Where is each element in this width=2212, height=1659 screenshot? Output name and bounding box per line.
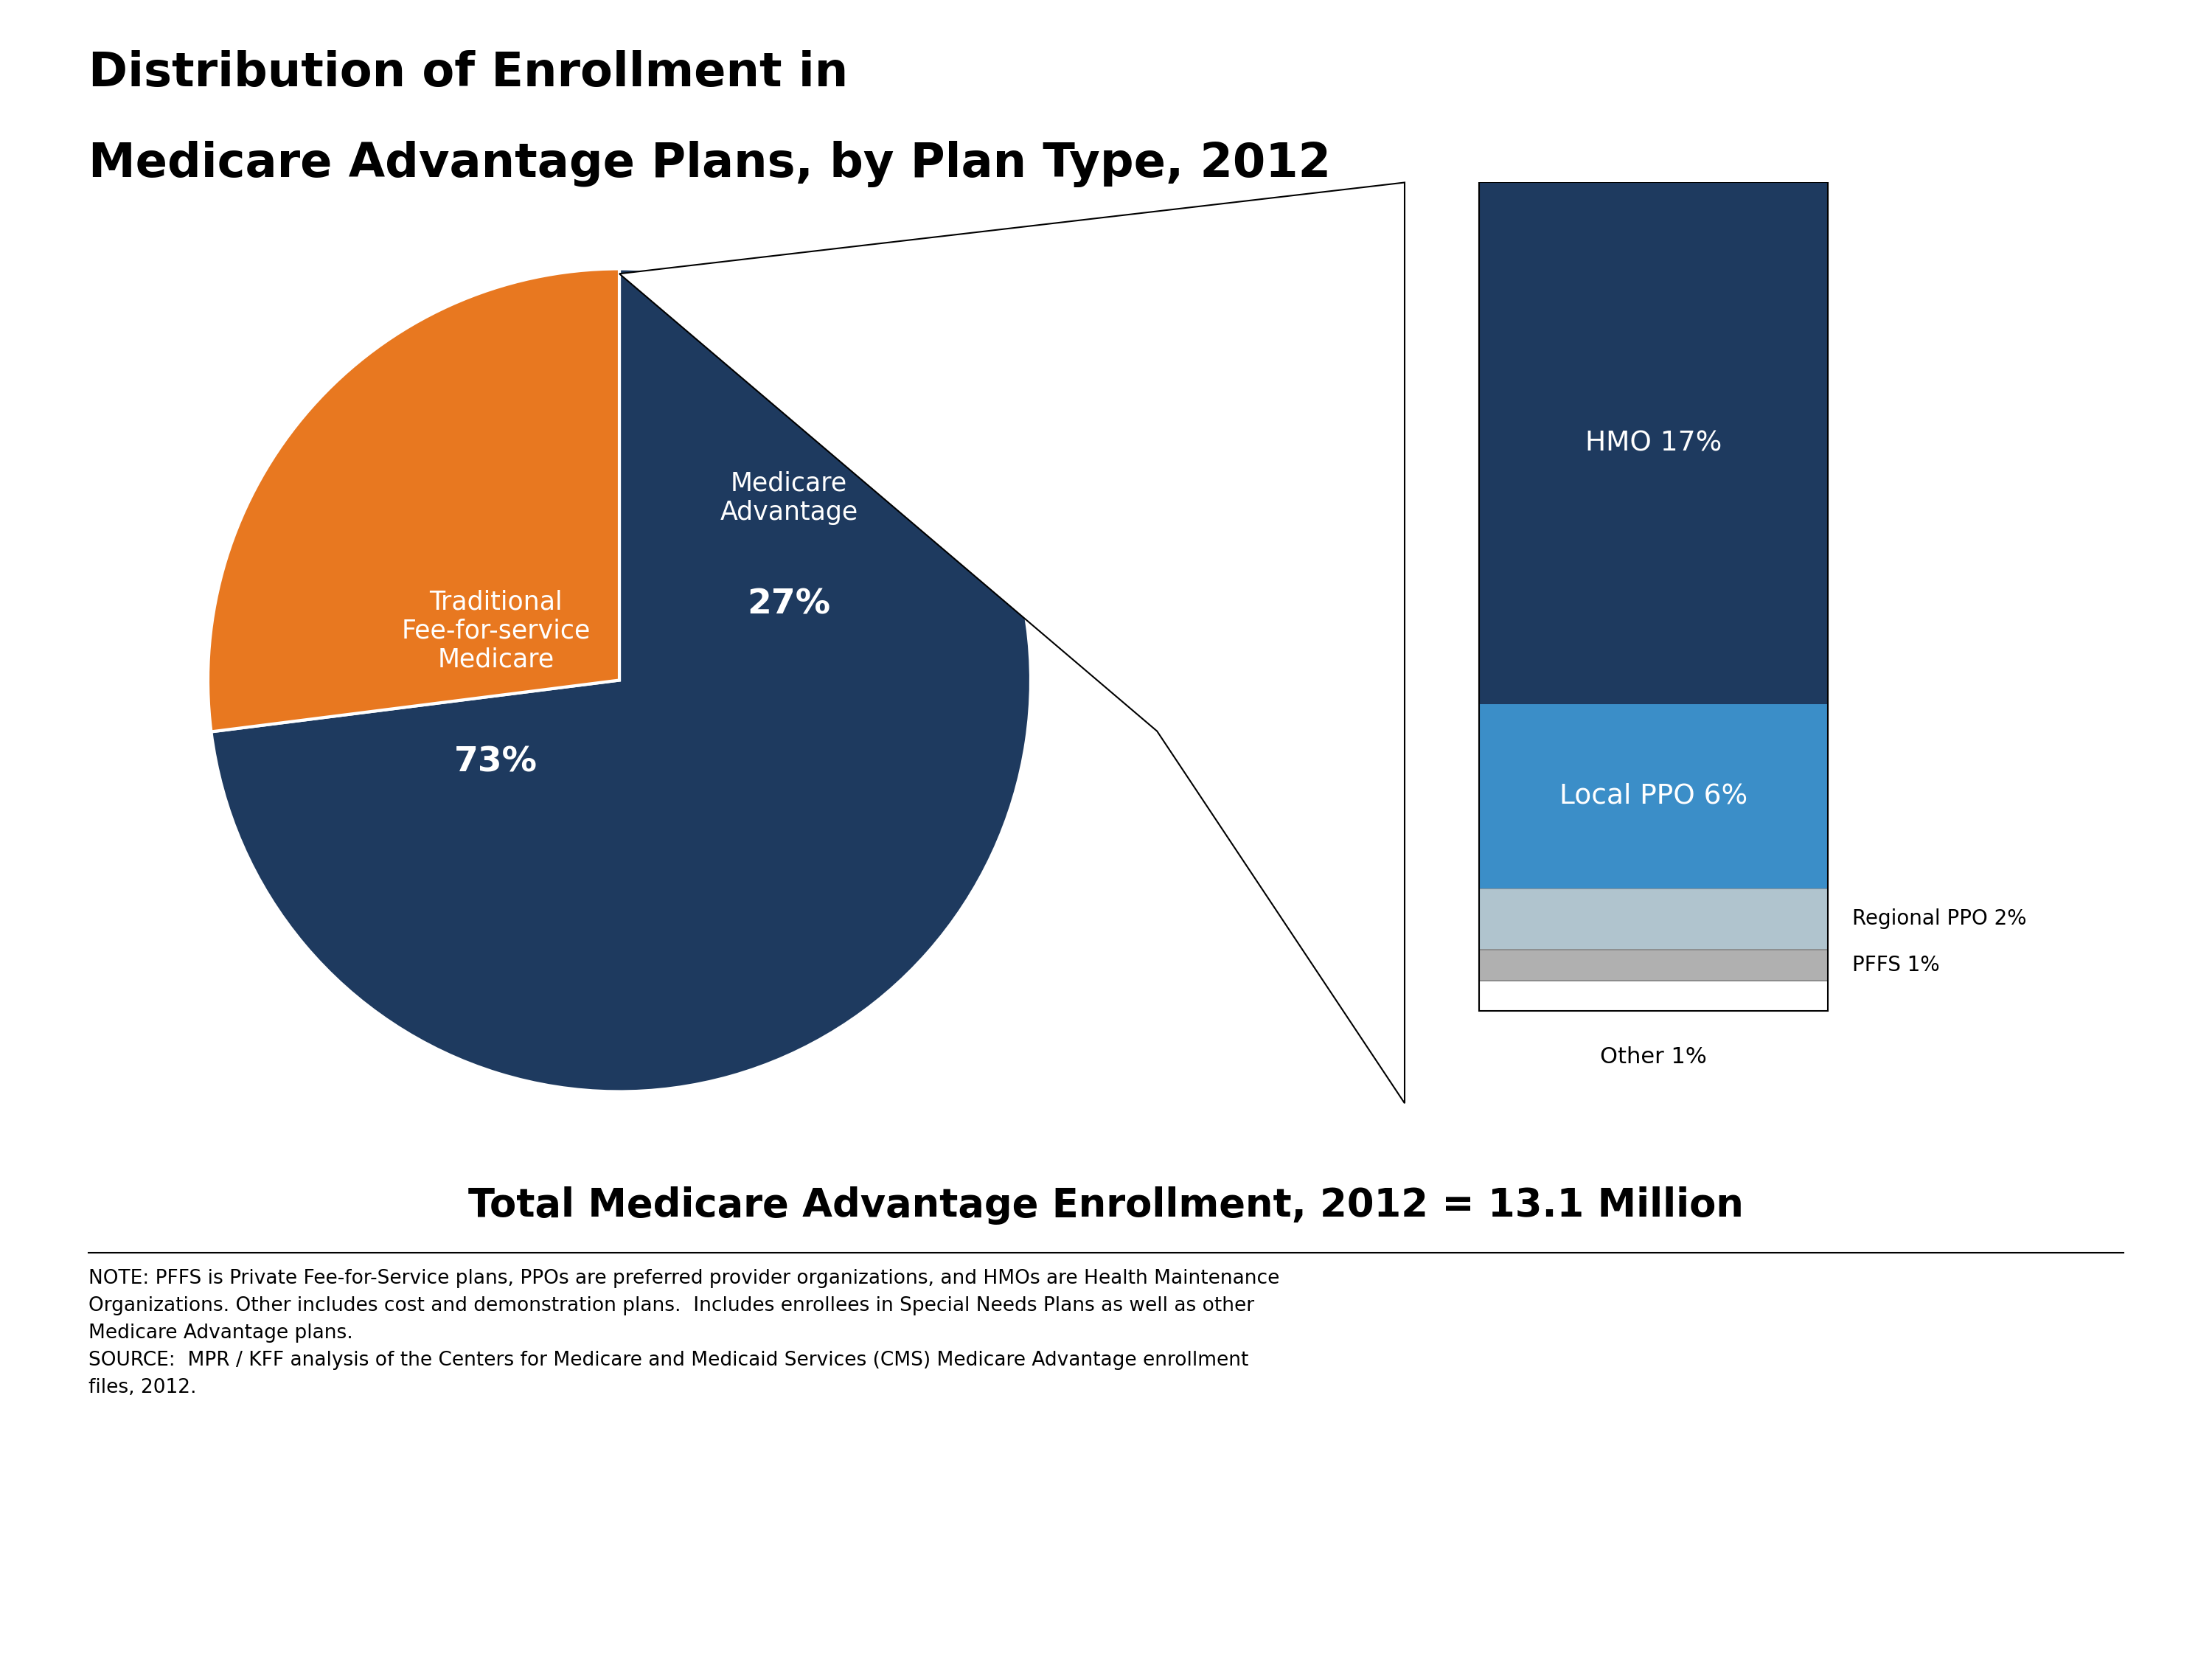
Bar bbox=[1480, 182, 1827, 1010]
Text: PFFS 1%: PFFS 1% bbox=[1854, 956, 1940, 975]
Text: NOTE: PFFS is Private Fee-for-Service plans, PPOs are preferred provider organiz: NOTE: PFFS is Private Fee-for-Service pl… bbox=[88, 1269, 1279, 1397]
Text: FAMILY: FAMILY bbox=[1997, 1523, 2073, 1543]
Text: 73%: 73% bbox=[453, 747, 538, 780]
Wedge shape bbox=[208, 269, 619, 732]
Text: HMO 17%: HMO 17% bbox=[1586, 430, 1721, 456]
Text: Distribution of Enrollment in: Distribution of Enrollment in bbox=[88, 50, 847, 96]
Bar bbox=[1480, 703, 1827, 889]
Bar bbox=[1480, 980, 1827, 1010]
Text: FOUNDATION: FOUNDATION bbox=[1993, 1573, 2077, 1583]
Text: Total Medicare Advantage Enrollment, 2012 = 13.1 Million: Total Medicare Advantage Enrollment, 201… bbox=[469, 1186, 1743, 1224]
Text: Local PPO 6%: Local PPO 6% bbox=[1559, 783, 1747, 810]
Text: Traditional
Fee-for-service
Medicare: Traditional Fee-for-service Medicare bbox=[400, 589, 591, 672]
Bar bbox=[1480, 182, 1827, 703]
Text: Medicare
Advantage: Medicare Advantage bbox=[721, 471, 858, 524]
Bar bbox=[1480, 889, 1827, 949]
Text: THE HENRY J.: THE HENRY J. bbox=[1993, 1433, 2077, 1445]
Text: Other 1%: Other 1% bbox=[1599, 1047, 1708, 1068]
Text: Medicare Advantage Plans, by Plan Type, 2012: Medicare Advantage Plans, by Plan Type, … bbox=[88, 141, 1332, 187]
Text: KAISER: KAISER bbox=[1995, 1478, 2075, 1498]
Text: Regional PPO 2%: Regional PPO 2% bbox=[1854, 909, 2026, 929]
Wedge shape bbox=[210, 269, 1031, 1092]
Bar bbox=[1480, 949, 1827, 980]
Text: 27%: 27% bbox=[748, 587, 832, 620]
